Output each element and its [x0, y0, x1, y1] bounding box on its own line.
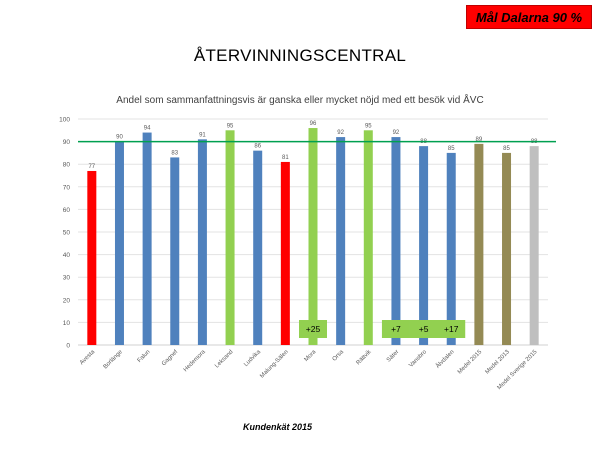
bar [225, 130, 235, 345]
data-label: 92 [337, 130, 344, 136]
y-tick-label: 90 [63, 139, 71, 146]
bar [474, 143, 484, 345]
chart-title: Andel som sammanfattningsvis är ganska e… [116, 95, 484, 106]
bar [87, 170, 97, 345]
data-label: 85 [448, 146, 455, 152]
x-tick-label: Malung-Sälen [259, 349, 289, 379]
annotation-box [409, 320, 438, 338]
x-tick-label: Avesta [79, 349, 97, 367]
goal-badge: Mål Dalarna 90 % [466, 5, 592, 29]
bar [170, 157, 180, 345]
bar [502, 152, 512, 345]
annotation-box [381, 320, 410, 338]
annotation-label: +5 [419, 324, 429, 334]
bar [363, 130, 373, 345]
annotation-label: +17 [444, 324, 459, 334]
annotation-label: +25 [306, 324, 321, 334]
x-tick-label: Medel 2013 [485, 349, 512, 376]
y-tick-label: 30 [63, 275, 71, 282]
data-label: 81 [282, 155, 289, 161]
y-tick-label: 60 [63, 207, 71, 214]
annotation-label: +7 [391, 324, 401, 334]
data-label: 92 [393, 130, 400, 136]
data-label: 95 [365, 123, 372, 129]
goal-badge-text: Mål Dalarna 90 % [475, 9, 583, 25]
x-tick-label: Vansbro [408, 349, 428, 369]
data-label: 83 [171, 150, 178, 156]
data-label: 91 [199, 132, 206, 138]
x-tick-label: Älvdalen [434, 348, 455, 369]
data-label: 86 [254, 144, 261, 150]
x-tick-label: Gagnef [161, 349, 179, 367]
x-tick-label: Orsa [332, 349, 346, 363]
x-tick-label: Säter [386, 349, 400, 363]
data-label: 85 [503, 146, 510, 152]
page-title: ÅTERVINNINGSCENTRAL [193, 46, 407, 65]
x-tick-label: Rättvik [355, 348, 373, 366]
bar [529, 146, 539, 345]
y-tick-label: 40 [63, 252, 71, 259]
y-tick-label: 50 [63, 230, 71, 237]
x-tick-label: Mora [304, 349, 318, 363]
y-tick-label: 80 [63, 162, 71, 169]
bar [197, 139, 207, 345]
y-tick-label: 0 [66, 343, 70, 350]
bar [142, 132, 152, 345]
bar [308, 128, 318, 345]
bar [336, 137, 346, 345]
annotation-box [299, 320, 327, 338]
bar [114, 141, 124, 345]
y-tick-label: 100 [59, 117, 70, 124]
y-tick-label: 10 [63, 320, 71, 327]
bar [391, 137, 401, 345]
bar [419, 146, 429, 345]
footer-source: Kundenkät 2015 [242, 422, 313, 432]
x-tick-label: Leksand [214, 349, 234, 369]
x-tick-label: Medel 2015 [457, 349, 484, 376]
data-label: 96 [310, 121, 317, 127]
x-tick-label: Hedemora [183, 349, 208, 374]
x-tick-label: Falun [137, 349, 152, 364]
data-label: 77 [88, 164, 95, 170]
x-tick-label: Ludvika [243, 349, 262, 368]
data-label: 94 [144, 126, 151, 132]
data-label: 95 [227, 123, 234, 129]
annotation-box [437, 320, 466, 338]
y-tick-label: 70 [63, 184, 71, 191]
data-label: 90 [116, 135, 123, 141]
x-tick-label: Borlänge [103, 349, 125, 371]
data-label: 89 [476, 137, 483, 143]
bar [253, 150, 263, 345]
y-tick-label: 20 [63, 297, 71, 304]
bar [280, 161, 290, 345]
bar [446, 152, 456, 345]
